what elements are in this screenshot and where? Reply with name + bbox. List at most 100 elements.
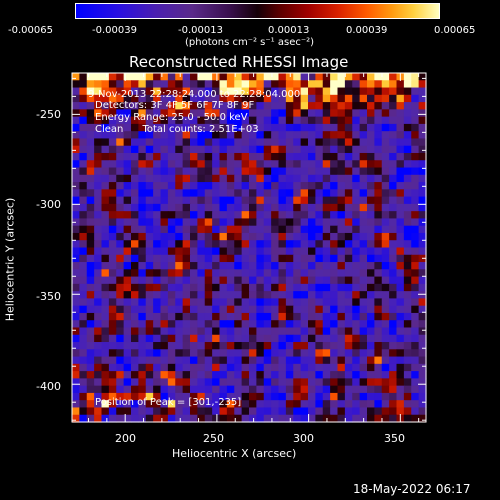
heatmap-cell <box>389 94 398 103</box>
heatmap-cell <box>234 160 243 169</box>
heatmap-cell <box>322 342 331 350</box>
heatmap-cell <box>123 189 132 198</box>
heatmap-cell <box>175 225 184 234</box>
heatmap-cell <box>374 247 383 256</box>
heatmap-cell <box>138 232 147 241</box>
heatmap-cell <box>403 312 412 321</box>
heatmap-cell <box>94 109 103 118</box>
heatmap-cell <box>300 276 309 285</box>
heatmap-cell <box>403 334 412 343</box>
heatmap-cell <box>300 385 309 394</box>
heatmap-cell <box>131 167 139 176</box>
heatmap-cell <box>226 123 235 132</box>
heatmap-cell <box>322 320 331 329</box>
heatmap-cell <box>241 87 250 96</box>
heatmap-cell <box>108 116 117 125</box>
heatmap-cell <box>123 211 132 220</box>
heatmap-cell <box>396 196 405 205</box>
heatmap-cell <box>418 102 427 110</box>
heatmap-cell <box>374 138 383 147</box>
heatmap-cell <box>226 87 235 96</box>
heatmap-cell <box>285 262 294 270</box>
heatmap-cell <box>381 109 390 118</box>
heatmap-cell <box>182 334 191 343</box>
heatmap-cell <box>403 211 412 220</box>
heatmap-cell <box>219 174 228 183</box>
heatmap-cell <box>322 218 331 227</box>
heatmap-cell <box>108 385 117 394</box>
heatmap-cell <box>256 203 265 212</box>
heatmap-cell <box>263 225 272 234</box>
heatmap-cell <box>337 349 346 358</box>
heatmap-cell <box>352 203 361 212</box>
heatmap-cell <box>101 182 110 190</box>
heatmap-cell <box>138 225 147 234</box>
heatmap-cell <box>116 160 125 169</box>
heatmap-cell <box>72 145 80 154</box>
heatmap-cell <box>271 320 280 329</box>
plot-frame <box>71 72 427 423</box>
heatmap-cell <box>131 189 139 198</box>
heatmap-cell <box>241 276 250 285</box>
heatmap-cell <box>271 123 280 132</box>
heatmap-cell <box>322 291 331 299</box>
heatmap-cell <box>352 385 361 394</box>
heatmap-cell <box>389 392 398 401</box>
heatmap-cell <box>234 240 243 249</box>
heatmap-cell <box>145 363 154 372</box>
heatmap-cell <box>249 189 257 198</box>
heatmap-cell <box>374 80 383 89</box>
heatmap-cell <box>271 349 280 358</box>
heatmap-cell <box>367 87 375 96</box>
heatmap-cell <box>278 247 287 256</box>
heatmap-cell <box>108 80 117 89</box>
heatmap-cell <box>131 247 139 256</box>
x-tick-label: 200 <box>115 432 136 445</box>
heatmap-cell <box>182 312 191 321</box>
heatmap-cell <box>256 312 265 321</box>
colorbar-units-label: (photons cm⁻² s⁻¹ asec⁻²) <box>185 37 315 48</box>
heatmap-cell <box>138 262 147 270</box>
heatmap-cell <box>396 167 405 176</box>
heatmap-cell <box>79 116 88 125</box>
heatmap-cell <box>315 262 324 270</box>
heatmap-cell <box>396 94 405 103</box>
heatmap-cell <box>367 109 375 118</box>
heatmap-cell <box>212 123 221 132</box>
heatmap-cell <box>337 312 346 321</box>
heatmap-cell <box>145 320 154 329</box>
heatmap-cell <box>226 392 235 401</box>
heatmap-cell <box>359 385 368 394</box>
heatmap-cell <box>182 349 191 358</box>
heatmap-cell <box>344 73 353 81</box>
heatmap-cell <box>175 378 184 387</box>
heatmap-cell <box>241 378 250 387</box>
heatmap-cell <box>367 218 375 227</box>
heatmap-cell <box>116 109 125 118</box>
heatmap-cell <box>108 87 117 96</box>
heatmap-cell <box>374 232 383 241</box>
heatmap-cell <box>123 196 132 205</box>
heatmap-cell <box>190 225 198 234</box>
heatmap-cell <box>234 80 243 89</box>
heatmap-cell <box>293 312 302 321</box>
heatmap-cell <box>204 203 213 212</box>
heatmap-cell <box>175 87 184 96</box>
heatmap-cell <box>108 254 117 263</box>
heatmap-cell <box>285 349 294 358</box>
heatmap-cell <box>337 196 346 205</box>
heatmap-cell <box>344 240 353 249</box>
heatmap-cell <box>123 349 132 358</box>
heatmap-cell <box>418 138 427 147</box>
heatmap-cell <box>72 116 80 125</box>
heatmap-cell <box>212 378 221 387</box>
heatmap-cell <box>271 400 280 409</box>
heatmap-cell <box>411 131 420 140</box>
heatmap-cell <box>101 269 110 278</box>
heatmap-cell <box>204 312 213 321</box>
heatmap-cell <box>190 174 198 183</box>
heatmap-cell <box>138 131 147 140</box>
heatmap-cell <box>278 363 287 372</box>
heatmap-cell <box>138 276 147 285</box>
heatmap-cell <box>94 174 103 183</box>
